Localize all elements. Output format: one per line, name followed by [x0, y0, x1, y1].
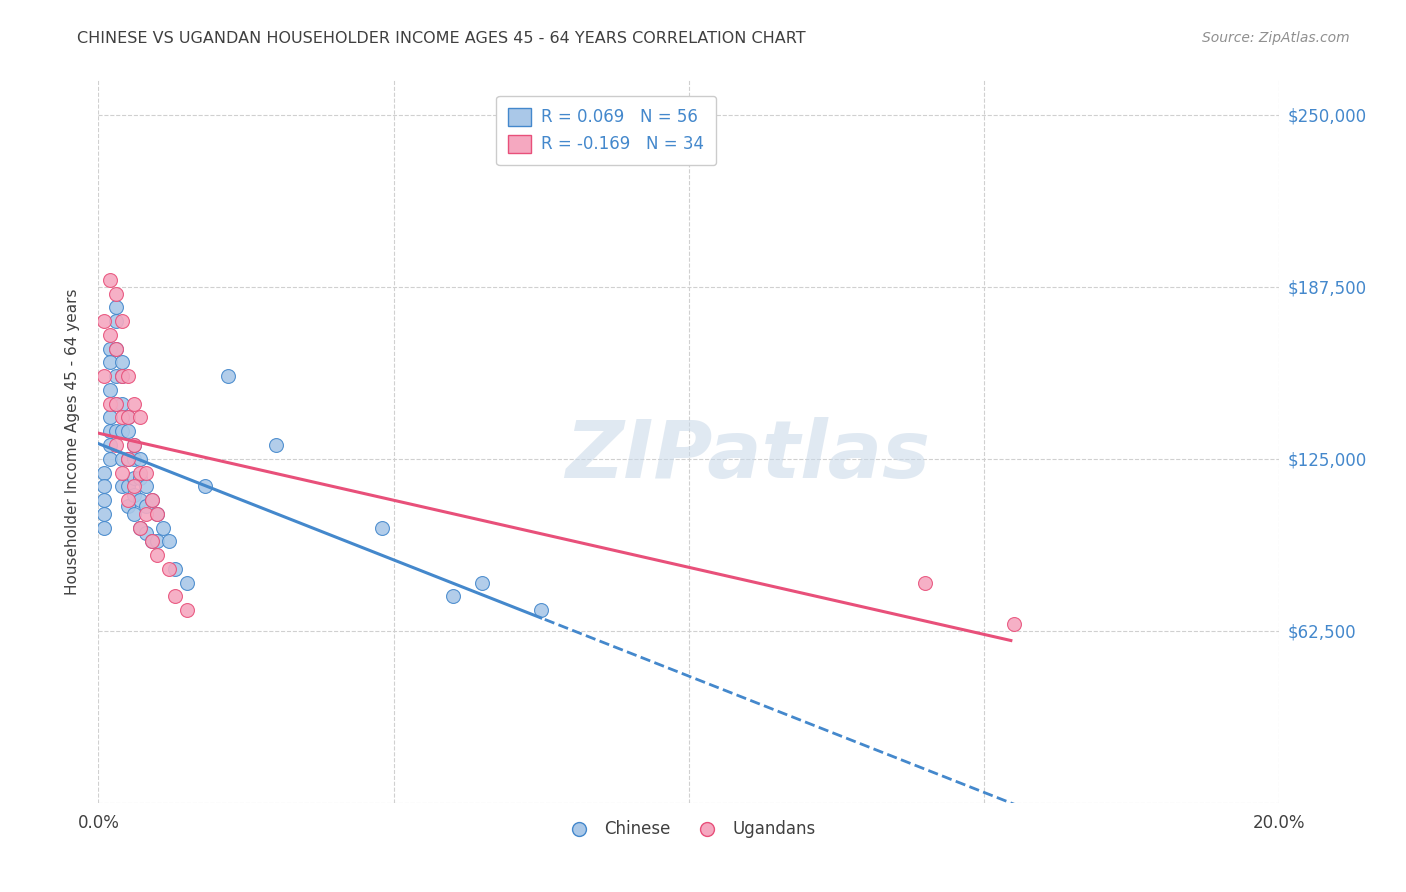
Point — [128, 520, 150, 534]
Point — [98, 424, 121, 438]
Point — [105, 438, 128, 452]
Point — [128, 471, 150, 485]
Point — [117, 479, 139, 493]
Point — [111, 479, 134, 493]
Point — [122, 471, 145, 485]
Point — [111, 369, 134, 384]
Point — [122, 397, 145, 411]
Point — [471, 575, 494, 590]
Point — [146, 548, 169, 562]
Point — [105, 301, 128, 315]
Point — [98, 451, 121, 466]
Point — [146, 507, 169, 521]
Point — [111, 410, 134, 425]
Point — [117, 493, 139, 508]
Point — [157, 562, 180, 576]
Point — [371, 520, 394, 534]
Point — [157, 534, 180, 549]
Point — [98, 383, 121, 397]
Point — [98, 410, 121, 425]
Point — [122, 451, 145, 466]
Point — [98, 355, 121, 369]
Point — [111, 369, 134, 384]
Point — [105, 314, 128, 328]
Point — [122, 479, 145, 493]
Point — [122, 438, 145, 452]
Point — [135, 507, 157, 521]
Point — [146, 534, 169, 549]
Point — [117, 410, 139, 425]
Point — [111, 451, 134, 466]
Point — [128, 410, 150, 425]
Point — [165, 590, 187, 604]
Point — [122, 507, 145, 521]
Point — [93, 369, 115, 384]
Point — [141, 493, 163, 508]
Point — [105, 369, 128, 384]
Point — [217, 369, 239, 384]
Point — [135, 466, 157, 480]
Point — [141, 493, 163, 508]
Point — [98, 327, 121, 342]
Point — [128, 493, 150, 508]
Point — [146, 507, 169, 521]
Text: CHINESE VS UGANDAN HOUSEHOLDER INCOME AGES 45 - 64 YEARS CORRELATION CHART: CHINESE VS UGANDAN HOUSEHOLDER INCOME AG… — [77, 31, 806, 46]
Point — [105, 342, 128, 356]
Legend: Chinese, Ugandans: Chinese, Ugandans — [555, 814, 823, 845]
Point — [128, 466, 150, 480]
Point — [117, 369, 139, 384]
Point — [530, 603, 553, 617]
Point — [93, 479, 115, 493]
Point — [93, 507, 115, 521]
Point — [93, 466, 115, 480]
Point — [914, 575, 936, 590]
Point — [117, 424, 139, 438]
Point — [141, 534, 163, 549]
Point — [117, 410, 139, 425]
Text: Source: ZipAtlas.com: Source: ZipAtlas.com — [1202, 31, 1350, 45]
Point — [111, 314, 134, 328]
Point — [93, 493, 115, 508]
Point — [176, 603, 198, 617]
Point — [93, 520, 115, 534]
Point — [135, 499, 157, 513]
Point — [105, 397, 128, 411]
Point — [111, 424, 134, 438]
Point — [152, 520, 174, 534]
Point — [105, 424, 128, 438]
Point — [1002, 616, 1025, 631]
Point — [128, 520, 150, 534]
Point — [98, 273, 121, 287]
Point — [105, 342, 128, 356]
Point — [176, 575, 198, 590]
Point — [128, 451, 150, 466]
Point — [111, 466, 134, 480]
Point — [194, 479, 217, 493]
Point — [117, 451, 139, 466]
Point — [441, 590, 464, 604]
Point — [135, 479, 157, 493]
Point — [98, 438, 121, 452]
Point — [122, 487, 145, 501]
Point — [141, 534, 163, 549]
Point — [111, 355, 134, 369]
Point — [98, 397, 121, 411]
Text: ZIPatlas: ZIPatlas — [565, 417, 931, 495]
Point — [135, 526, 157, 541]
Point — [98, 342, 121, 356]
Point — [105, 286, 128, 301]
Point — [117, 499, 139, 513]
Point — [117, 451, 139, 466]
Y-axis label: Householder Income Ages 45 - 64 years: Householder Income Ages 45 - 64 years — [65, 288, 80, 595]
Point — [105, 397, 128, 411]
Point — [165, 562, 187, 576]
Point — [93, 314, 115, 328]
Point — [122, 438, 145, 452]
Point — [111, 397, 134, 411]
Point — [264, 438, 287, 452]
